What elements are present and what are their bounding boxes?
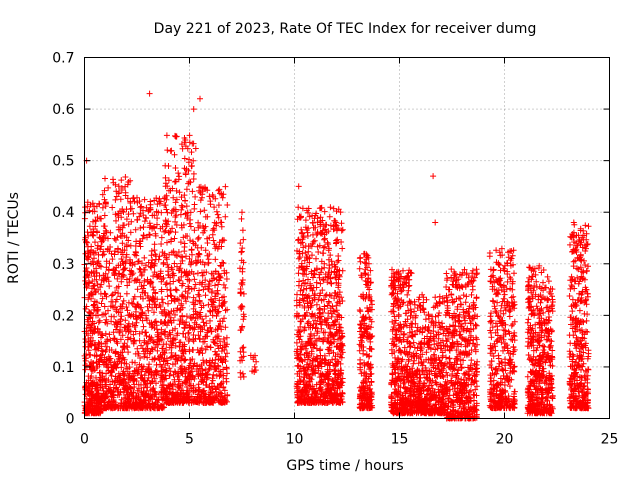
y-tick-label: 0.3 [52,257,74,273]
y-tick-label: 0.6 [52,102,74,118]
y-axis-label: ROTI / TECUs [6,192,22,284]
x-tick-label: 5 [185,432,194,448]
chart-title: Day 221 of 2023, Rate Of TEC Index for r… [154,21,537,37]
y-axis-ticks: 0 0.1 0.2 0.3 0.4 0.5 0.6 0.7 [52,51,610,428]
x-tick-label: 10 [286,432,304,448]
y-tick-label: 0.5 [52,154,74,170]
x-axis-label: GPS time / hours [286,458,403,474]
plot-frame [84,57,610,419]
y-tick-label: 0 [66,412,75,428]
y-tick-label: 0.1 [52,360,74,376]
y-tick-label: 0.2 [52,308,74,324]
x-axis-ticks: 0 5 10 15 20 25 [80,57,619,448]
x-tick-label: 15 [391,432,409,448]
x-tick-label: 25 [601,432,619,448]
y-tick-label: 0.7 [52,51,74,67]
y-tick-label: 0.4 [52,205,74,221]
x-tick-label: 0 [80,432,89,448]
data-points [81,90,592,422]
roti-points [81,90,592,422]
x-tick-label: 20 [496,432,514,448]
